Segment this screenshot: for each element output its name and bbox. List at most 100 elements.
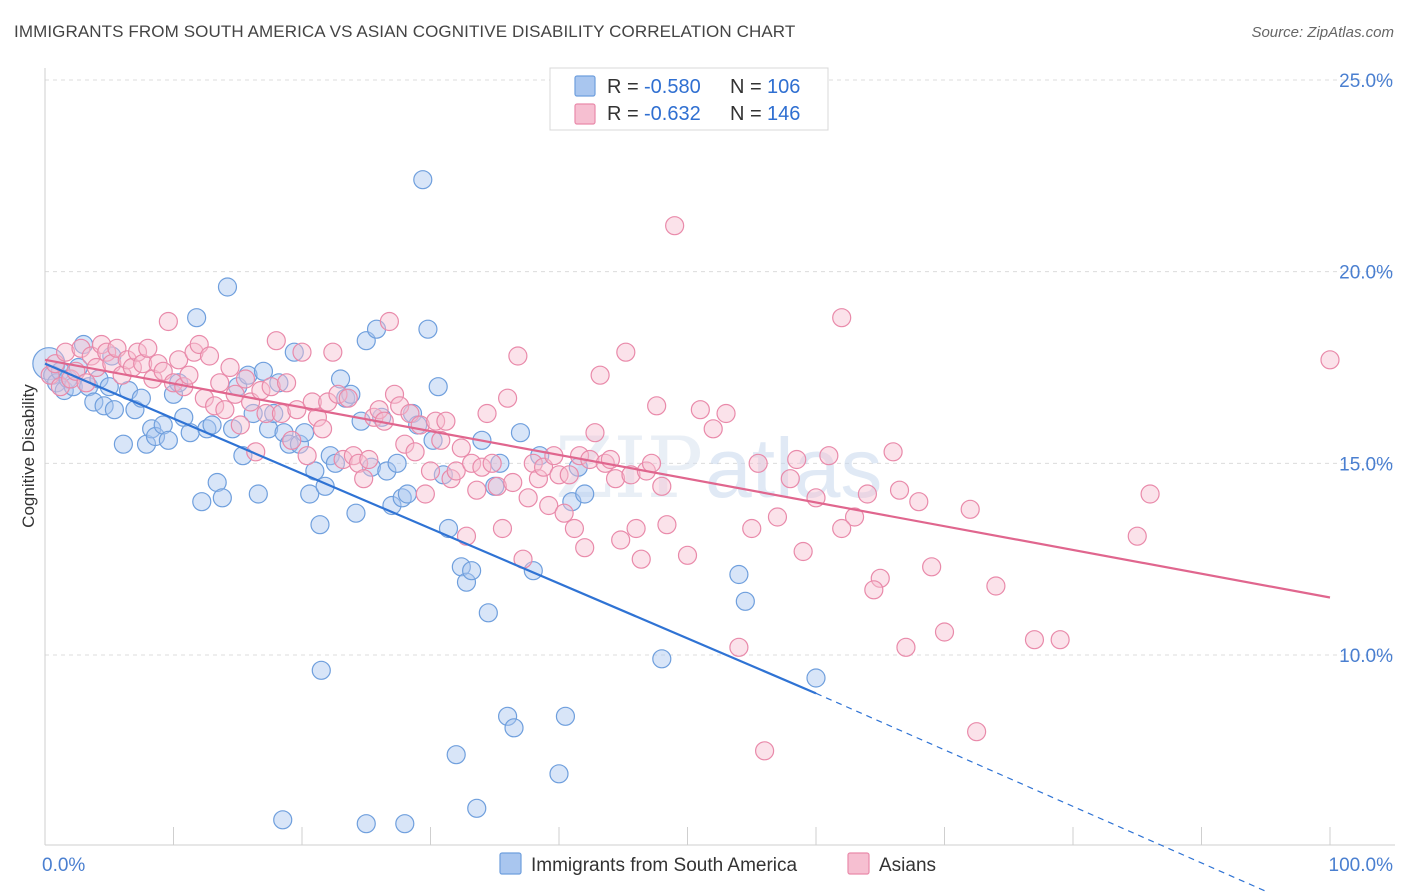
point-asians <box>158 311 178 332</box>
point-asians <box>518 488 538 508</box>
point-asians <box>889 480 910 500</box>
point-asians <box>302 392 322 412</box>
point-south-america <box>729 564 749 585</box>
y-tick-label: 20.0% <box>1339 263 1393 284</box>
point-asians <box>503 472 523 493</box>
point-asians <box>626 518 646 539</box>
point-asians <box>559 465 579 485</box>
axes <box>44 68 1395 846</box>
point-asians <box>292 342 312 362</box>
point-asians <box>767 507 788 527</box>
point-asians <box>307 407 328 427</box>
point-south-america <box>395 814 415 834</box>
point-south-america <box>192 492 212 512</box>
point-asians <box>986 576 1006 596</box>
point-asians <box>611 530 631 550</box>
point-asians <box>605 469 626 489</box>
trend-line-south-america <box>44 362 817 695</box>
point-south-america <box>104 400 124 420</box>
point-south-america <box>377 461 397 481</box>
point-south-america <box>158 430 178 450</box>
point-asians <box>97 342 117 362</box>
point-south-america <box>490 453 510 473</box>
point-south-america <box>652 649 672 669</box>
point-asians <box>1320 350 1340 370</box>
legend-r-value-1: -0.580 <box>644 76 701 98</box>
point-asians <box>819 446 839 466</box>
legend-swatch-south-america <box>499 852 522 875</box>
point-asians <box>508 346 528 366</box>
point-south-america <box>510 423 531 443</box>
point-south-america <box>413 170 433 190</box>
point-south-america <box>264 403 284 424</box>
legend-swatch-blue <box>574 75 596 97</box>
point-asians <box>138 338 158 358</box>
point-south-america <box>456 572 477 592</box>
point-asians <box>282 430 302 450</box>
point-asians <box>960 499 980 519</box>
legend-swatch-pink <box>574 103 596 125</box>
point-asians <box>379 311 399 332</box>
point-asians <box>703 419 723 439</box>
point-asians <box>472 457 492 477</box>
point-asians <box>1127 526 1147 546</box>
point-asians <box>50 377 71 397</box>
point-asians <box>492 518 513 539</box>
y-tick-labels: 10.0% 15.0% 20.0% 25.0% <box>1339 71 1393 667</box>
point-south-america <box>94 396 114 416</box>
point-asians <box>235 369 256 389</box>
point-asians <box>896 637 916 657</box>
point-asians <box>297 446 317 466</box>
trend-lines <box>44 358 1331 892</box>
legend-n-label-2: N = <box>730 103 762 125</box>
legend-correlation: R = -0.580 N = 106 R = -0.632 N = 146 <box>549 67 829 131</box>
point-asians <box>967 722 987 742</box>
point-south-america <box>555 706 576 726</box>
point-south-america <box>428 377 448 397</box>
point-south-america <box>84 392 104 412</box>
point-south-america <box>212 488 232 508</box>
point-asians <box>426 411 446 431</box>
point-south-america <box>284 342 304 362</box>
point-south-america <box>356 814 376 834</box>
point-asians <box>354 469 374 489</box>
legend-n-value-1: 106 <box>767 76 800 98</box>
point-asians <box>256 403 276 424</box>
point-asians <box>647 396 667 416</box>
legend-r-label-2: R = <box>607 103 639 125</box>
point-asians <box>564 518 585 539</box>
legend-r-value-2: -0.632 <box>644 103 701 125</box>
point-asians <box>71 338 91 358</box>
point-asians <box>832 518 852 539</box>
point-south-america <box>806 668 826 688</box>
y-tick-label: 15.0% <box>1339 454 1393 475</box>
point-south-america <box>392 488 412 508</box>
point-asians <box>55 342 76 362</box>
point-asians <box>1024 630 1045 650</box>
point-asians <box>220 357 240 378</box>
point-south-america <box>467 798 487 818</box>
point-south-america <box>217 277 238 297</box>
point-south-america <box>387 453 407 473</box>
point-asians <box>323 342 343 362</box>
y-tick-label: 10.0% <box>1339 646 1393 667</box>
x-tick-label: 100.0% <box>1329 855 1394 876</box>
point-asians <box>934 622 955 642</box>
point-asians <box>909 492 929 512</box>
point-asians <box>657 515 677 535</box>
point-asians <box>621 465 641 485</box>
point-south-america <box>253 361 274 381</box>
point-south-america <box>498 706 518 726</box>
point-asians <box>641 453 662 473</box>
chart-source: Source: ZipAtlas.com <box>1251 24 1394 41</box>
point-asians <box>318 392 338 412</box>
point-south-america <box>258 419 279 439</box>
point-south-america <box>145 426 166 447</box>
point-south-america <box>451 557 471 577</box>
point-asians <box>133 354 153 374</box>
point-asians <box>652 476 672 496</box>
y-axis-label: Cognitive Disability <box>19 384 38 528</box>
series-south-america-points <box>32 170 826 834</box>
legend-series: Immigrants from South America Asians <box>499 852 936 876</box>
point-south-america <box>207 472 227 493</box>
